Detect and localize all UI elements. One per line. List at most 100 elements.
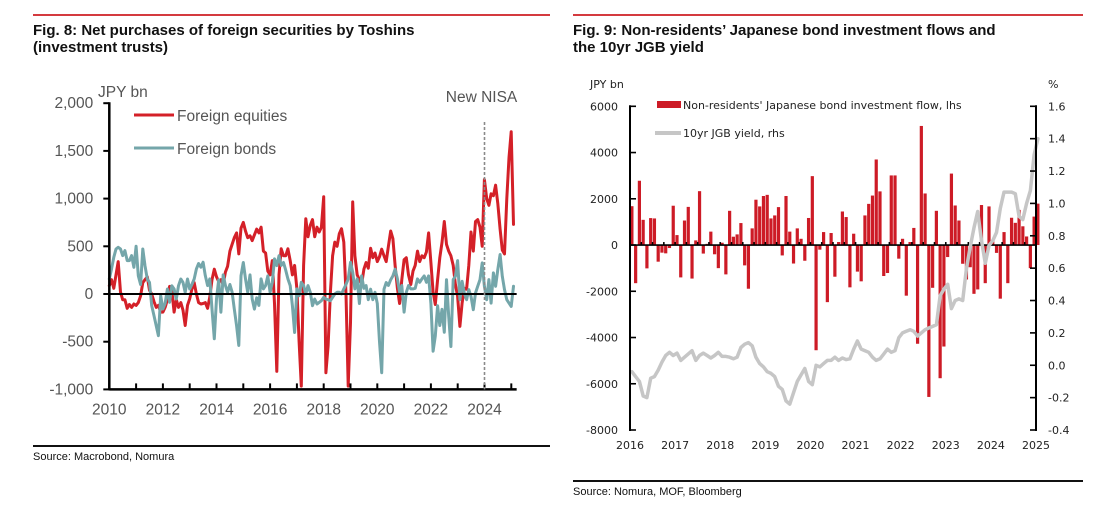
foreign-bonds-line — [107, 244, 515, 375]
bar — [915, 245, 920, 344]
x-tick-label: 2017 — [661, 439, 689, 452]
y-tick-label: 500 — [67, 238, 93, 255]
bar — [728, 210, 732, 246]
bar — [1025, 236, 1029, 246]
bar — [649, 218, 653, 246]
bar — [848, 245, 852, 288]
x-tick-label: 2021 — [842, 439, 870, 452]
bar — [976, 245, 980, 290]
bar — [694, 240, 698, 246]
bar — [716, 245, 720, 269]
x-tick-label: 2022 — [414, 401, 448, 418]
bar — [878, 191, 882, 246]
bar — [867, 203, 871, 246]
bar — [942, 245, 946, 347]
bar — [1017, 209, 1021, 246]
x-tick-label: 2012 — [146, 401, 180, 418]
bar — [1013, 222, 1017, 246]
left-axis-unit-label: JPY bn — [589, 78, 624, 91]
left-y-tick-label: 6000 — [590, 100, 618, 113]
bar — [788, 231, 792, 246]
bar — [1021, 226, 1025, 246]
y-tick-label: 0 — [85, 286, 94, 303]
bar — [637, 180, 641, 246]
bar — [818, 245, 822, 250]
bar — [829, 233, 833, 246]
bar — [923, 193, 927, 246]
bar — [641, 219, 645, 246]
bar — [806, 217, 811, 246]
bar — [885, 245, 890, 274]
bar — [1028, 245, 1032, 269]
bar — [949, 173, 954, 246]
x-tick-label: 2023 — [932, 439, 960, 452]
right-y-tick-label: 1.4 — [1048, 133, 1066, 146]
bar — [746, 245, 751, 289]
right-y-tick-label: 1.0 — [1048, 197, 1066, 210]
bar — [904, 245, 908, 296]
bar — [735, 234, 739, 246]
y-tick-label: -500 — [62, 334, 93, 351]
bar — [780, 245, 784, 256]
bar — [761, 196, 766, 246]
bar — [660, 245, 664, 253]
fig9-plot-area: 6000 4000 2000 0 -2000 -4000 -6000 -8000 1.6 1.4 1… — [586, 78, 1069, 452]
bar — [701, 245, 705, 254]
fig8-plot-area: 2,000 1,500 1,000 500 0 -500 -1,000 2010 2012 201… — [49, 84, 518, 418]
x-tick-label: 2019 — [751, 439, 779, 452]
right-axis-unit-label: % — [1048, 78, 1058, 91]
bar — [931, 245, 935, 288]
bar — [652, 218, 657, 246]
left-y-tick-label: -6000 — [586, 378, 618, 391]
bar — [773, 215, 777, 246]
bar — [938, 245, 942, 379]
x-tick-label: 2010 — [92, 401, 127, 418]
right-y-tick-label: -0.4 — [1048, 424, 1069, 437]
right-y-tick-label: 0.6 — [1048, 262, 1066, 275]
y-tick-label: 1,000 — [55, 191, 94, 208]
bar — [994, 245, 999, 253]
bar — [972, 245, 976, 294]
x-tick-label: 2018 — [306, 401, 340, 418]
right-y-tick-label: 1.6 — [1048, 100, 1066, 113]
bar — [634, 245, 638, 284]
x-tick-label: 2018 — [706, 439, 734, 452]
fig9-chart: 6000 4000 2000 0 -2000 -4000 -6000 -8000 1.6 1.4 1… — [586, 78, 1069, 452]
x-tick-label: 2024 — [977, 439, 1005, 452]
left-y-tick-label: -8000 — [586, 424, 618, 437]
fig8-chart: 2,000 1,500 1,000 500 0 -500 -1,000 2010 2012 201… — [49, 84, 518, 418]
bar — [754, 199, 758, 246]
legend-label-foreign-equities: Foreign equities — [177, 108, 288, 125]
fig9-title: Fig. 9: Non-residents’ Japanese bond inv… — [573, 22, 996, 56]
legend-label-bond-flow: Non-residents' Japanese bond investment … — [683, 99, 962, 112]
bar — [671, 205, 675, 246]
fig9-source: Source: Nomura, MOF, Bloomberg — [573, 486, 742, 498]
bar — [825, 245, 829, 303]
bar — [998, 245, 1002, 299]
fig8-top-rule — [33, 13, 550, 16]
bar — [712, 245, 717, 255]
bar — [682, 220, 687, 246]
right-y-tick-label: 0.8 — [1048, 230, 1066, 243]
bar — [946, 245, 950, 258]
bar — [731, 236, 735, 246]
bar — [833, 245, 837, 277]
fig8-title-line2: (investment trusts) — [33, 38, 169, 56]
fig8-title-line1: Fig. 8: Net purchases of foreign securit… — [33, 22, 415, 39]
y-tick-label: 1,500 — [55, 143, 94, 160]
bar — [765, 194, 769, 246]
bar — [953, 205, 957, 246]
new-nisa-label: New NISA — [446, 89, 518, 106]
left-y-tick-label: 2000 — [590, 193, 618, 206]
bar — [697, 191, 702, 246]
bar — [912, 227, 916, 246]
bar — [855, 245, 860, 272]
bar — [934, 210, 938, 246]
fig9-top-rule — [573, 13, 1083, 16]
bar — [810, 176, 814, 246]
bar — [852, 233, 856, 246]
bar — [769, 218, 773, 246]
bar — [720, 242, 724, 246]
bar — [987, 206, 991, 246]
bar — [758, 206, 762, 246]
